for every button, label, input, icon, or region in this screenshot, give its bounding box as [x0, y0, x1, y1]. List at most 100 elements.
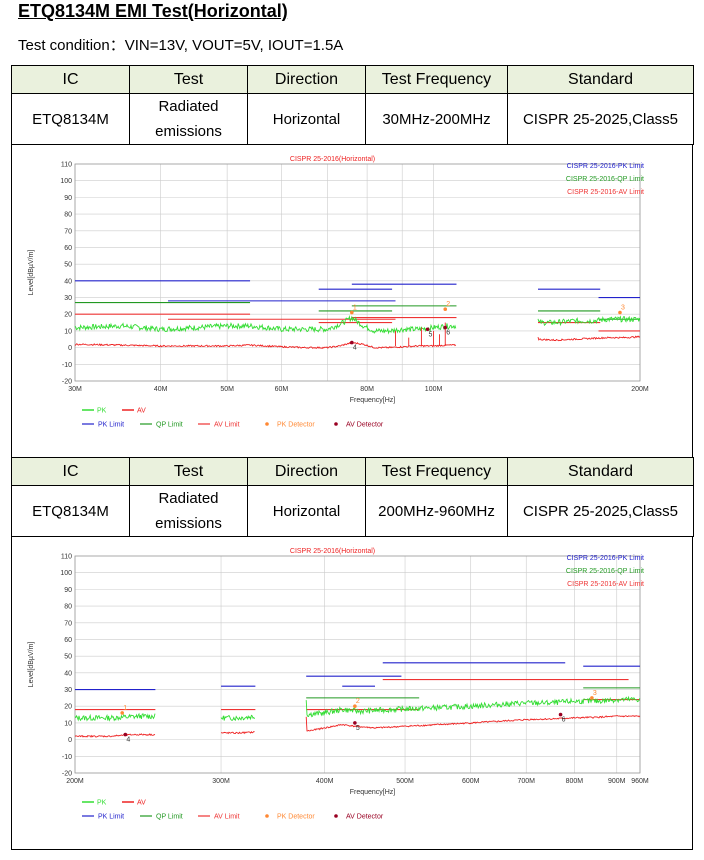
av-detector-label: 6 [446, 330, 450, 337]
av-detector-point [123, 732, 128, 737]
y-tick-label: -20 [62, 771, 72, 778]
col-header-direction: Direction [247, 457, 366, 486]
legend-label: AV Detector [346, 422, 384, 429]
cell-direction: Horizontal [247, 93, 366, 145]
x-tick-label: 50M [220, 386, 234, 393]
av-trace [537, 335, 640, 342]
legend-label: AV Detector [346, 814, 384, 821]
legend-label: PK [97, 800, 107, 807]
x-tick-label: 80M [360, 386, 374, 393]
col-header-frequency: Test Frequency [365, 65, 508, 94]
chart-panel-1: -20 -10 0 10 20 30 40 50 60 70 80 90 100 110 30M 40M 50M… [11, 144, 693, 458]
emi-chart-200-960mhz: -20 -10 0 10 20 30 40 50 60 70 80 90 100 110 200M 300M 4… [28, 548, 649, 821]
x-tick-label: 960M [631, 778, 649, 785]
pk-detector-label: 2 [356, 698, 360, 705]
legend-swatch [265, 422, 269, 426]
pk-detector-label: 1 [353, 305, 357, 312]
pk-detector-label: 3 [621, 305, 625, 312]
y-tick-label: 40 [64, 278, 72, 285]
y-tick-label: 60 [64, 245, 72, 252]
pk-detector-label: 2 [446, 301, 450, 308]
cell-test: Radiated emissions [129, 485, 248, 537]
x-tick-label: 60M [275, 386, 289, 393]
y-tick-label: 80 [64, 604, 72, 611]
av-detector-point [425, 327, 430, 332]
pk-detector-point [350, 310, 354, 315]
y-tick-label: 70 [64, 228, 72, 235]
legend-top-item: CISPR 25-2016-PK Limit [567, 555, 644, 562]
y-tick-label: 50 [64, 654, 72, 661]
y-tick-label: 110 [61, 554, 72, 561]
y-tick-label: 30 [64, 687, 72, 694]
pk-trace [74, 712, 156, 722]
y-tick-label: 100 [60, 178, 72, 185]
x-tick-label: 900M [608, 778, 626, 785]
col-header-frequency: Test Frequency [365, 457, 508, 486]
y-tick-label: 70 [64, 620, 72, 627]
av-trace [74, 733, 156, 738]
cell-standard: CISPR 25-2025,Class5 [507, 485, 694, 537]
cell-ic: ETQ8134M [11, 93, 130, 145]
av-detector-label: 4 [126, 737, 130, 744]
test-condition: Test condition：VIN=13V, VOUT=5V, IOUT=1.… [18, 37, 344, 54]
y-axis-label: Level[dBµV/m] [28, 250, 35, 296]
pk-detector-point [120, 711, 124, 715]
y-tick-label: 40 [64, 670, 72, 677]
legend-label: QP Limit [156, 422, 183, 429]
legend-label: AV [137, 408, 146, 415]
legend-swatch [334, 422, 338, 426]
emi-chart-30-200mhz: -20 -10 0 10 20 30 40 50 60 70 80 90 100 110 30M 40M 50M… [28, 156, 649, 429]
legend-label: PK [97, 408, 107, 415]
av-trace [74, 341, 457, 349]
y-tick-label: 0 [68, 737, 72, 744]
x-tick-label: 800M [566, 778, 584, 785]
av-trace [220, 730, 255, 735]
plot-frame [74, 555, 641, 774]
legend-label: PK Limit [98, 814, 124, 821]
av-detector-label: 6 [562, 717, 566, 724]
x-tick-label: 600M [462, 778, 480, 785]
legend-top-item: CISPR 25-2016-AV Limit [567, 581, 644, 588]
plot-frame [74, 163, 641, 382]
x-tick-label: 40M [154, 386, 168, 393]
y-tick-label: 100 [60, 570, 72, 577]
pk-trace [537, 315, 641, 327]
col-header-test: Test [129, 65, 248, 94]
col-header-ic: IC [11, 457, 130, 486]
legend-label: QP Limit [156, 814, 183, 821]
col-header-direction: Direction [247, 65, 366, 94]
legend-swatch [334, 814, 338, 818]
cell-direction: Horizontal [247, 485, 366, 537]
col-header-test: Test [129, 457, 248, 486]
y-tick-label: 90 [64, 587, 72, 594]
y-tick-label: 90 [64, 195, 72, 202]
pk-trace [305, 695, 641, 718]
cell-frequency: 30MHz-200MHz [365, 93, 508, 145]
chart-panel-2: -20 -10 0 10 20 30 40 50 60 70 80 90 100 110 200M 300M 4… [11, 536, 693, 850]
legend-label: AV Limit [214, 422, 240, 429]
spec-table-2: IC Test Direction Test Frequency Standar… [11, 457, 694, 537]
cell-test: Radiated emissions [129, 93, 248, 145]
y-tick-label: 20 [64, 704, 72, 711]
pk-detector-point [443, 307, 448, 312]
x-tick-label: 100M [425, 386, 443, 393]
legend-top-item: CISPR 25-2016-PK Limit [567, 163, 644, 170]
pk-trace [220, 714, 255, 721]
y-tick-label: 110 [61, 162, 72, 169]
pk-detector-label: 3 [593, 690, 597, 697]
x-tick-label: 200M [66, 778, 84, 785]
av-detector-label: 4 [353, 345, 357, 352]
y-tick-label: -10 [62, 754, 72, 761]
cell-ic: ETQ8134M [11, 485, 130, 537]
pk-detector-point [618, 310, 622, 315]
pk-trace [74, 314, 457, 335]
av-detector-point [353, 721, 357, 725]
col-header-standard: Standard [507, 65, 694, 94]
y-tick-label: 80 [64, 212, 72, 219]
av-detector-label: 5 [429, 331, 433, 338]
y-tick-label: 60 [64, 637, 72, 644]
y-tick-label: 0 [68, 345, 72, 352]
pk-detector-point [353, 704, 357, 709]
y-tick-label: -10 [62, 362, 72, 369]
page-title: ETQ8134M EMI Test(Horizontal) [18, 1, 288, 21]
